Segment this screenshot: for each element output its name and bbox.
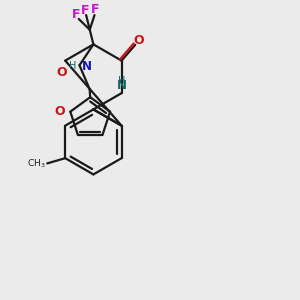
Text: F: F: [91, 3, 99, 16]
Text: H: H: [118, 76, 125, 86]
Text: F: F: [81, 4, 89, 17]
Text: O: O: [56, 66, 67, 80]
Text: H: H: [69, 61, 76, 71]
Text: N: N: [82, 60, 92, 73]
Text: O: O: [134, 34, 144, 47]
Text: F: F: [72, 8, 80, 21]
Text: O: O: [54, 105, 65, 118]
Text: CH$_3$: CH$_3$: [27, 157, 45, 170]
Text: N: N: [116, 79, 127, 92]
